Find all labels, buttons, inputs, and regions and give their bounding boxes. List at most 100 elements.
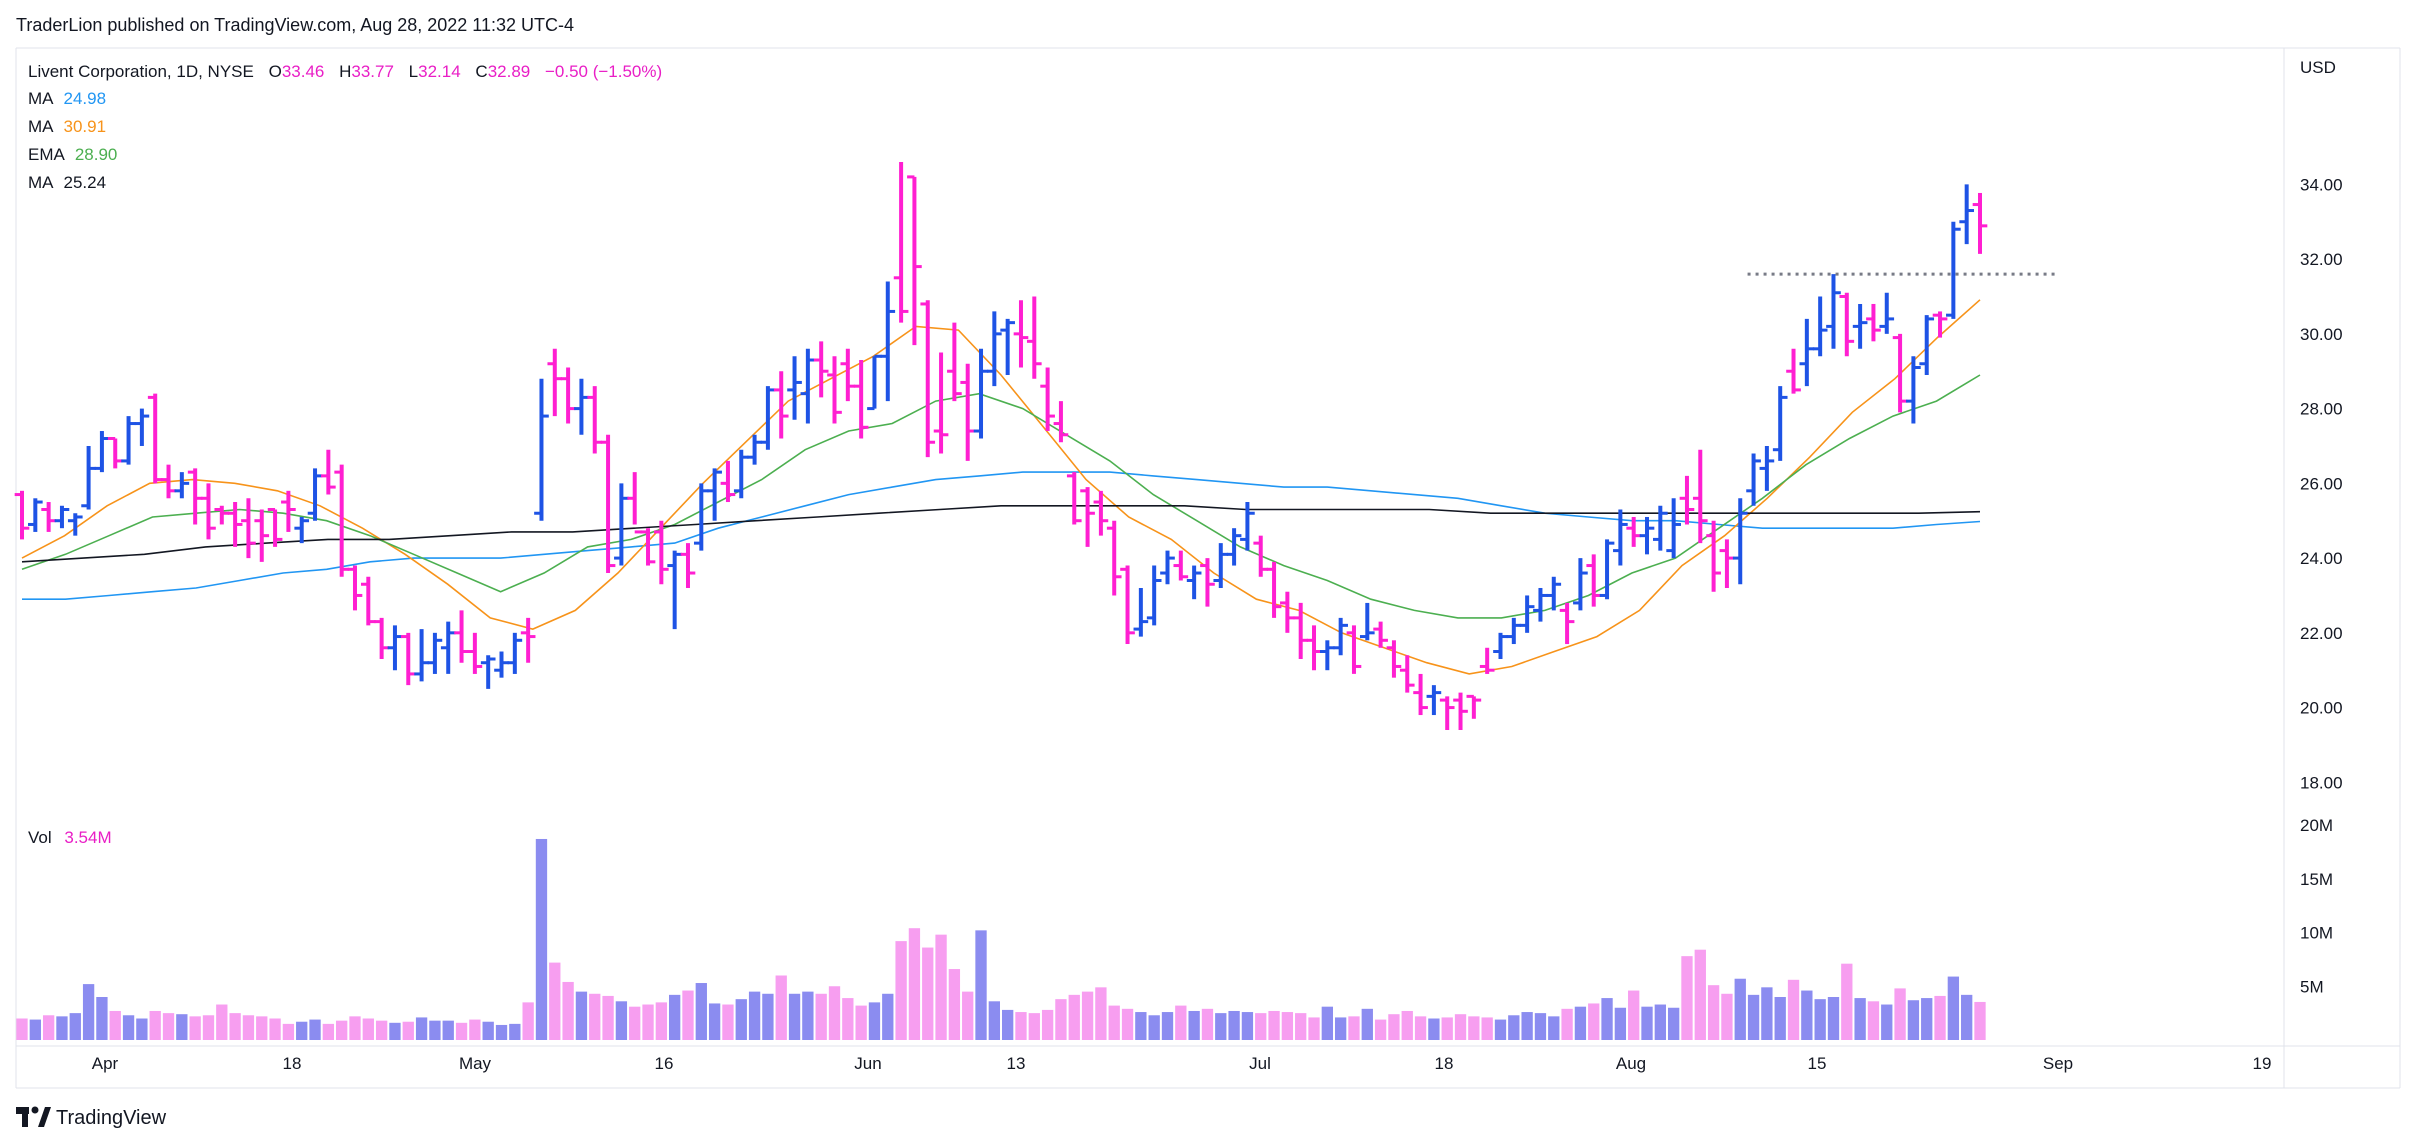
volume-bar — [1494, 1019, 1507, 1040]
ohlc-bar — [1866, 303, 1881, 342]
ohlc-bar — [1506, 617, 1522, 645]
ohlc-bar — [733, 449, 749, 499]
volume-bar — [1827, 997, 1840, 1040]
volume-bar — [1628, 990, 1640, 1040]
volume-bar — [1574, 1006, 1587, 1040]
volume-bar — [1055, 999, 1067, 1040]
ohlc-bar — [374, 617, 389, 659]
ohlc-bar — [840, 348, 856, 402]
ohlc-bar — [1679, 475, 1695, 525]
volume-bar — [1095, 987, 1107, 1040]
volume-bar — [82, 984, 95, 1040]
ohlc-bar — [1399, 655, 1415, 693]
ohlc-bar — [1373, 621, 1388, 648]
moving-average-layer — [21, 299, 1981, 675]
volume-bar — [695, 983, 707, 1040]
ohlc-bar — [1772, 386, 1788, 461]
volume-bar — [1787, 979, 1800, 1040]
volume-bar — [522, 1002, 534, 1040]
volume-bar — [802, 991, 814, 1040]
ohlc-bar — [1892, 333, 1908, 413]
ohlc-bar — [1732, 498, 1748, 585]
legend: Livent Corporation, 1D, NYSE O33.46 H33.… — [28, 62, 662, 847]
volume-bar — [775, 975, 787, 1040]
volume-bar — [975, 930, 987, 1040]
volume-bar — [1534, 1013, 1547, 1040]
volume-bar — [589, 993, 601, 1040]
volume-bar — [1015, 1012, 1027, 1040]
volume-value: 3.54M — [64, 828, 111, 847]
volume-bar — [149, 1010, 161, 1040]
ohlc-bar — [853, 360, 869, 439]
ohlc-bar — [1479, 647, 1495, 674]
ohlc-bar — [1306, 625, 1322, 671]
time-tick-label: 15 — [1808, 1054, 1827, 1073]
volume-bar — [762, 993, 774, 1040]
volume-bar — [1308, 1017, 1320, 1040]
ohlc-bar — [1080, 487, 1095, 547]
volume-bar — [122, 1015, 135, 1040]
ohlc-bar — [587, 386, 603, 454]
ohlc-bar — [1173, 550, 1189, 581]
volume-bar — [1734, 978, 1746, 1040]
ohlc-bar — [147, 393, 163, 484]
ohlc-bar — [574, 378, 589, 435]
volume-bar — [629, 1006, 641, 1040]
ohlc-bar-layer — [14, 161, 1988, 730]
price-tick-label: 20.00 — [2300, 699, 2343, 718]
indicator-legend-row: MA 24.98 — [28, 89, 106, 108]
volume-bar — [842, 998, 854, 1040]
volume-bar — [162, 1013, 175, 1040]
volume-bar — [1121, 1008, 1134, 1040]
ohlc-bar — [987, 311, 1002, 387]
volume-bar — [1255, 1013, 1267, 1040]
tradingview-brand[interactable]: TradingView — [16, 1106, 167, 1130]
ohlc-bar — [1812, 296, 1828, 357]
volume-bar — [642, 1004, 654, 1040]
ohlc-bar — [1120, 565, 1135, 645]
volume-bar — [1401, 1010, 1413, 1040]
volume-bar — [575, 991, 588, 1040]
time-tick-label: 19 — [2253, 1054, 2272, 1073]
ohlc-bar — [134, 408, 150, 446]
ohlc-bar — [107, 436, 123, 469]
volume-bar — [1361, 1008, 1373, 1040]
volume-tick-label: 10M — [2300, 924, 2333, 943]
volume-bar — [1028, 1013, 1040, 1040]
volume-bar — [1881, 1004, 1893, 1040]
volume-bar — [229, 1013, 241, 1040]
volume-bar — [1068, 994, 1080, 1040]
volume-bar — [962, 991, 974, 1040]
volume-bar — [1601, 998, 1613, 1040]
ohlc-bar — [1466, 694, 1482, 719]
time-tick-label: 13 — [1007, 1054, 1026, 1073]
volume-bar — [1281, 1012, 1294, 1040]
volume-bar — [96, 997, 108, 1040]
ohlc-bar — [1799, 318, 1815, 387]
ohlc-bar — [1106, 520, 1122, 596]
ohlc-bar — [1852, 303, 1868, 349]
ohlc-bar — [1493, 632, 1508, 659]
ohlc-bar — [547, 348, 563, 417]
volume-bar — [562, 981, 574, 1040]
ohlc-bar — [214, 505, 230, 525]
ohlc-bar — [1280, 591, 1295, 633]
volume-bar — [1654, 1004, 1666, 1040]
volume-bar — [1841, 963, 1853, 1040]
volume-bar — [1108, 1005, 1120, 1040]
moving-average-line-4 — [21, 505, 1981, 563]
moving-average-line-3 — [21, 374, 1981, 619]
volume-bar — [735, 999, 747, 1040]
volume-bar — [509, 1023, 521, 1040]
volume-bar — [1454, 1014, 1467, 1040]
ohlc-bar — [321, 449, 336, 495]
volume-bar — [922, 947, 934, 1040]
volume-bar — [549, 962, 561, 1040]
ohlc-bar — [480, 655, 496, 689]
volume-bar — [1268, 1010, 1280, 1040]
volume-tick-label: 20M — [2300, 816, 2333, 835]
ohlc-bar — [627, 472, 643, 534]
ohlc-bar — [440, 621, 456, 674]
ohlc-legend: Livent Corporation, 1D, NYSE O33.46 H33.… — [28, 62, 662, 81]
